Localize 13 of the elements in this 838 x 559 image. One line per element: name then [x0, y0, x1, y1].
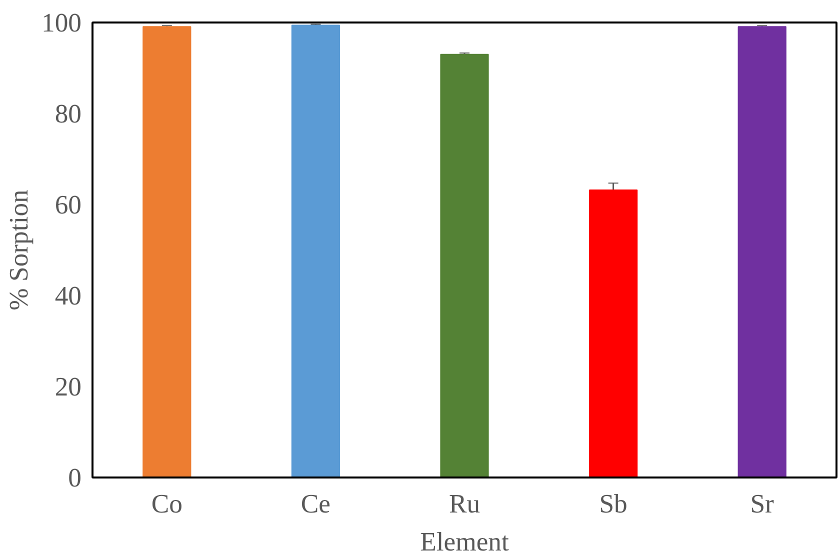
x-tick-label: Ru [448, 488, 480, 518]
y-tick-label: 20 [54, 372, 82, 402]
y-tick-label: 80 [54, 98, 82, 128]
y-tick-label: 60 [54, 190, 82, 220]
x-tick-label: Ce [300, 488, 331, 518]
y-tick-label: 40 [54, 280, 82, 310]
x-axis-title: Element [420, 526, 510, 556]
x-tick-label: Sr [750, 488, 774, 518]
x-tick-label: Sb [599, 488, 628, 518]
y-tick-label: 100 [42, 8, 82, 38]
x-tick-label: Co [151, 488, 182, 518]
y-axis-title: % Sorption [4, 190, 34, 310]
y-tick-label: 0 [68, 462, 82, 492]
